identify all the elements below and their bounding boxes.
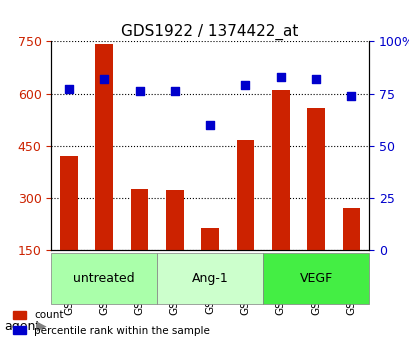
Text: VEGF: VEGF — [299, 272, 332, 285]
Point — [171, 89, 178, 94]
Bar — [201, 227, 218, 250]
Text: Ang-1: Ang-1 — [191, 272, 228, 285]
Bar — [130, 189, 148, 250]
Point — [242, 82, 248, 88]
Point — [277, 74, 283, 80]
Legend: count, percentile rank within the sample: count, percentile rank within the sample — [9, 306, 214, 340]
Text: agent: agent — [4, 319, 40, 333]
Bar — [271, 90, 289, 250]
Point — [312, 76, 319, 82]
FancyBboxPatch shape — [157, 253, 263, 304]
Point — [207, 122, 213, 128]
Point — [136, 89, 142, 94]
Title: GDS1922 / 1374422_at: GDS1922 / 1374422_at — [121, 24, 298, 40]
Text: untreated: untreated — [73, 272, 135, 285]
Point — [347, 93, 354, 98]
Bar — [236, 139, 254, 250]
Text: ▶: ▶ — [37, 319, 46, 333]
Point — [101, 76, 107, 82]
Bar — [166, 190, 183, 250]
FancyBboxPatch shape — [263, 253, 368, 304]
Bar — [342, 208, 359, 250]
FancyBboxPatch shape — [51, 253, 157, 304]
Bar — [60, 156, 78, 250]
Bar — [306, 108, 324, 250]
Point — [65, 87, 72, 92]
Bar — [95, 44, 113, 250]
